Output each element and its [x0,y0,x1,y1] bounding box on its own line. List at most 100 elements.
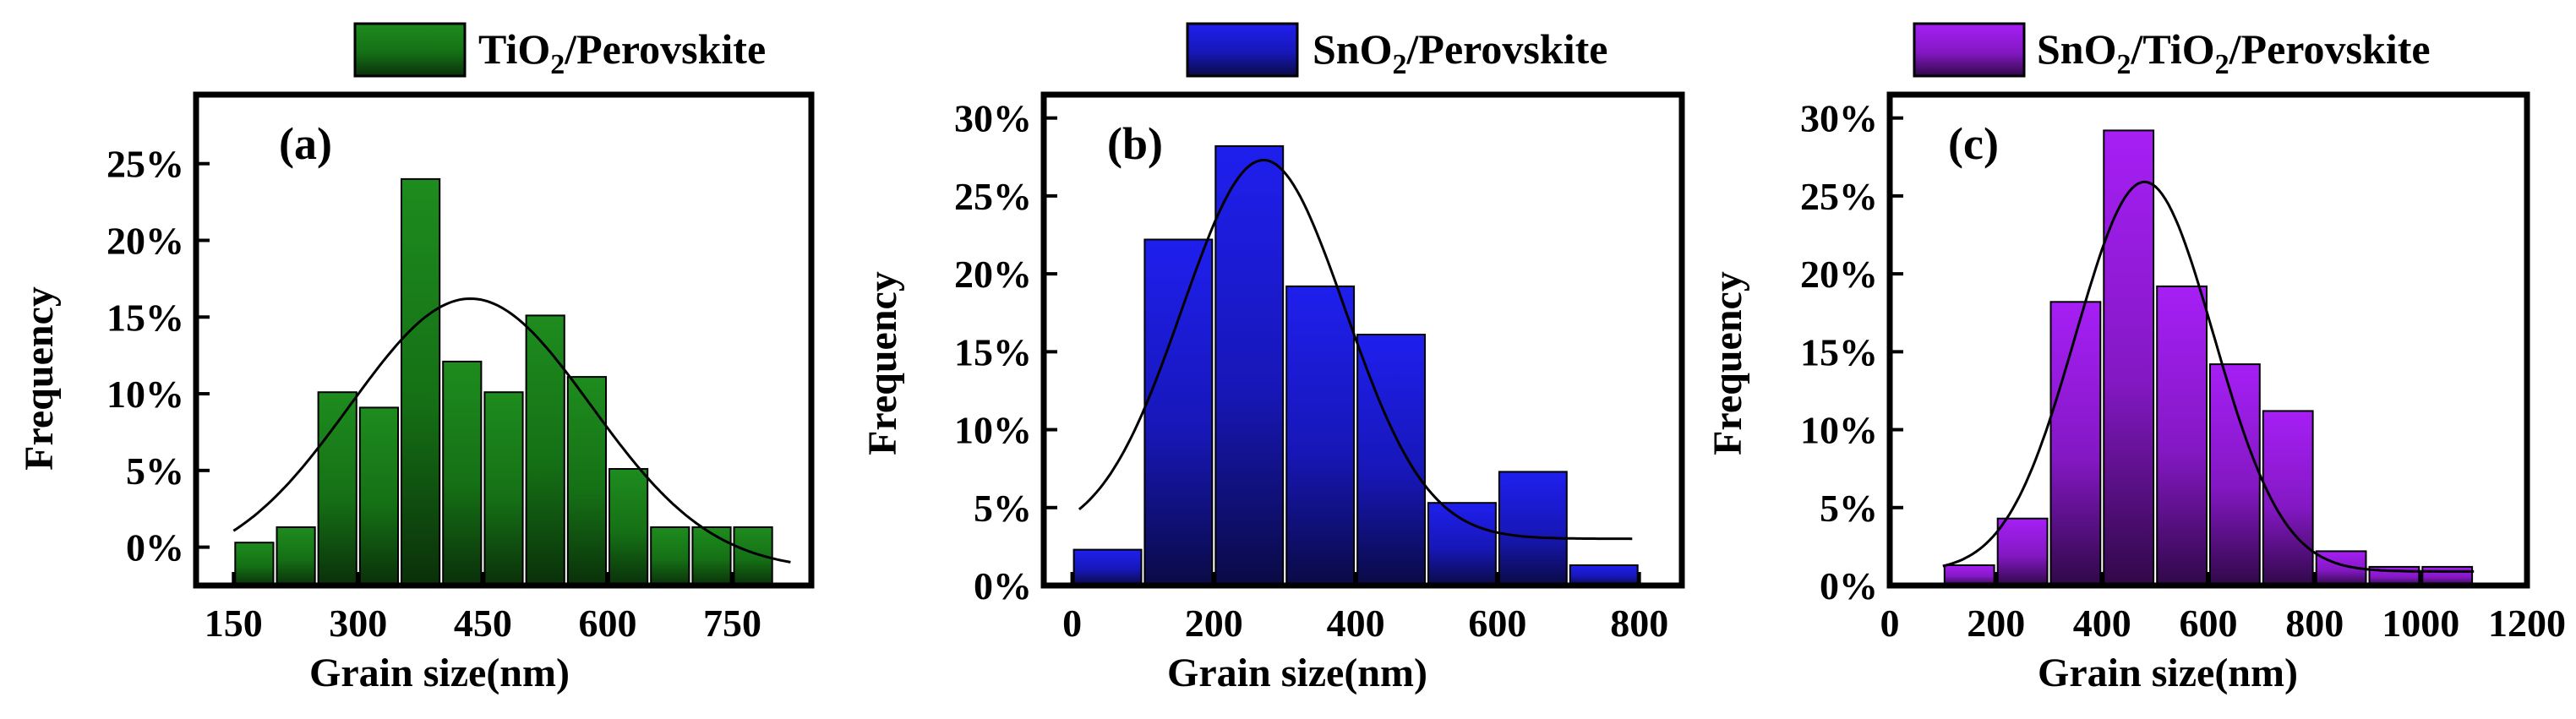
legend-text-subscript: 2 [1393,49,1407,80]
x-axis-label-c: Grain size(nm) [2038,651,2298,695]
legend-swatch-c [1913,22,2026,78]
x-tick-label-c-400: 400 [2073,602,2131,645]
legend-swatch-b [1186,22,1299,78]
y-tick-label-b-10: 10% [954,409,1032,452]
y-tick-label-c-15: 15% [1800,330,1878,373]
y-tick-label-a-5: 5% [126,449,184,493]
x-tick-label-c-0: 0 [1880,602,1900,645]
legend-label-b: SnO2/Perovskite [1313,25,1607,80]
x-tick-label-c-1200: 1200 [2488,602,2566,645]
y-tick-label-a-25: 25% [106,143,184,186]
panel-label-c: (c) [1948,118,1999,169]
x-tick-label-c-800: 800 [2285,602,2344,645]
plot-frame-b [1040,91,1685,589]
legend-text-subscript: 2 [2117,49,2131,80]
y-tick-label-c-25: 25% [1800,175,1878,218]
x-tick-label-a-300: 300 [329,602,387,645]
histogram-bar-a-1 [234,542,275,587]
histogram-a-plot: 150 300 450 600 750 0% 5% 10% 15% 20% 25% [106,91,815,645]
y-axis-label-a: Frequency [17,286,62,471]
x-tick-label-b-800: 800 [1610,602,1668,645]
x-tick-label-c-200: 200 [1967,602,2025,645]
legend-b: SnO2/Perovskite [1186,22,1607,80]
gaussian-fit-curve-c [1942,180,2475,573]
y-axis-label-b: Frequency [860,271,905,455]
plot-frame-a [193,91,815,589]
histogram-bar-b-7 [1498,471,1568,587]
histogram-bar-a-2 [276,526,316,586]
x-tick-label-b-400: 400 [1327,602,1385,645]
histogram-bar-c-6 [2209,363,2261,586]
panel-label-a: (a) [279,118,332,169]
histogram-bar-c-3 [2049,301,2102,586]
legend-text-prefix: TiO [478,25,550,73]
histogram-bar-c-2 [1996,517,2049,587]
y-tick-label-c-10: 10% [1800,409,1878,452]
histogram-bar-a-9 [566,376,607,586]
x-tick-label-a-600: 600 [579,602,637,645]
histogram-bar-a-8 [525,314,565,586]
histogram-bar-b-3 [1214,144,1285,586]
legend-text-suffix: /Perovskite [564,25,766,73]
histogram-bar-b-6 [1427,502,1497,587]
y-axis-label-c: Frequency [1706,271,1750,455]
legend-label-c: SnO2/TiO2/Perovskite [2037,25,2431,80]
legend-text-middle: /TiO [2131,25,2215,73]
y-tick-label-c-20: 20% [1800,253,1878,296]
histogram-bar-a-5 [401,177,441,586]
y-tick-label-b-20: 20% [954,253,1032,296]
y-tick-label-c-30: 30% [1800,97,1878,140]
histogram-bar-b-4 [1285,285,1356,586]
histogram-bar-a-7 [483,391,524,587]
gaussian-fit-curve-b [1078,158,1633,541]
legend-a: TiO2/Perovskite [353,22,766,80]
y-tick-label-b-5: 5% [974,487,1032,530]
y-tick-label-b-30: 30% [954,97,1032,140]
y-tick-label-b-25: 25% [954,175,1032,218]
legend-text-suffix: /Perovskite [1406,25,1608,73]
y-tick-label-a-0: 0% [126,526,184,569]
histogram-bar-b-2 [1143,238,1214,586]
legend-text-prefix: SnO [2037,25,2117,73]
legend-text-subscript-2: 2 [2215,49,2229,80]
histogram-bar-c-4 [2103,129,2155,586]
histogram-bar-c-1 [1943,564,1995,586]
legend-label-a: TiO2/Perovskite [478,25,766,80]
y-tick-label-a-10: 10% [106,373,184,416]
histogram-b-plot: 0 200 400 600 800 0% 5% 10% 15% 20% 25% 30% [954,91,1685,645]
panel-b: SnO2/Perovskite 0 200 400 600 800 0% 5% 10% 15% 2… [860,22,1685,695]
y-tick-label-b-15: 15% [954,330,1032,373]
histogram-bar-c-5 [2156,285,2208,586]
x-tick-label-a-450: 450 [454,602,512,645]
histogram-bar-a-12 [691,526,732,586]
y-tick-label-b-0: 0% [974,564,1032,607]
legend-text-suffix: /Perovskite [2229,25,2431,73]
x-axis-label-a: Grain size(nm) [309,651,570,695]
x-tick-label-b-600: 600 [1468,602,1526,645]
x-tick-label-b-200: 200 [1185,602,1243,645]
histogram-bar-a-11 [650,526,690,586]
histogram-c-plot: 0 200 400 600 800 1000 1200 0% 5% 10% 15% 20% 25% 30% [1800,91,2566,645]
x-tick-label-c-1000: 1000 [2382,602,2459,645]
x-tick-label-c-600: 600 [2180,602,2238,645]
histogram-bar-a-10 [609,468,649,586]
histogram-bar-a-6 [442,360,483,586]
x-tick-label-a-750: 750 [703,602,761,645]
x-tick-label-a-150: 150 [205,602,263,645]
y-tick-label-c-5: 5% [1820,487,1878,530]
legend-swatch-a [353,22,467,78]
histogram-bar-a-4 [358,406,399,586]
legend-text-prefix: SnO [1313,25,1393,73]
y-tick-label-c-0: 0% [1820,564,1878,607]
histogram-bar-b-8 [1569,564,1639,586]
panel-c: SnO2/TiO2/Perovskite 0 200 400 600 800 1000 12… [1706,22,2566,695]
histogram-bar-b-1 [1072,548,1143,586]
x-axis-label-b: Grain size(nm) [1167,651,1427,695]
panel-a: TiO2/Perovskite 150 300 450 600 750 0% 5% 10% 15… [17,22,815,695]
legend-c: SnO2/TiO2/Perovskite [1913,22,2431,80]
legend-text-subscript: 2 [550,49,565,80]
y-tick-label-a-15: 15% [106,296,184,339]
x-tick-label-b-0: 0 [1062,602,1082,645]
